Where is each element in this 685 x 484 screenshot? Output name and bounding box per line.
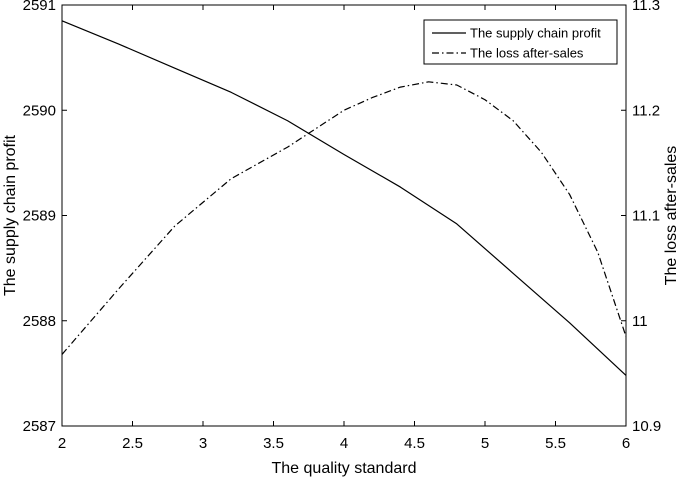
x-axis-title: The quality standard [272, 460, 417, 477]
y-left-tick-label: 2591 [23, 0, 56, 14]
y-right-tick-label: 11.1 [632, 208, 660, 225]
x-tick-label: 2.5 [122, 435, 143, 452]
y-left-tick-label: 2588 [23, 313, 56, 330]
series-line-loss-after-sales [61, 81, 627, 355]
x-tick-label: 5 [481, 435, 489, 452]
x-tick-label: 4.5 [404, 435, 425, 452]
legend-box [423, 19, 618, 65]
y-left-tick-label: 2589 [23, 208, 56, 225]
series-layer [61, 20, 627, 376]
y-right-tick-label: 10.9 [632, 418, 661, 435]
y-right-tick-label: 11 [632, 313, 648, 330]
y-right-axis-title: The loss after-sales [663, 146, 680, 286]
y-left-tick-label: 2587 [23, 418, 56, 435]
x-tick-label: 5.5 [545, 435, 566, 452]
legend-label-loss-after-sales: The loss after-sales [470, 46, 584, 61]
x-tick-label: 3.5 [263, 435, 284, 452]
y-left-tick-label: 2590 [23, 102, 56, 119]
legend: The supply chain profit The loss after-s… [423, 19, 618, 65]
y-right-tick-label: 11.3 [632, 0, 660, 14]
x-tick-label: 4 [340, 435, 348, 452]
x-tick-label: 6 [622, 435, 630, 452]
legend-label-supply-chain-profit: The supply chain profit [470, 26, 601, 41]
y-left-axis-title: The supply chain profit [2, 134, 19, 296]
x-tick-label: 2 [58, 435, 66, 452]
y-right-tick-label: 11.2 [632, 102, 660, 119]
x-tick-label: 3 [199, 435, 207, 452]
plot-frame [61, 4, 627, 427]
series-line-supply-chain-profit [61, 20, 627, 376]
ticks-layer: 2 2.5 3 3.5 4 4.5 5 5.5 6 2587 2588 2589 2590 2591 10.… [23, 0, 662, 452]
